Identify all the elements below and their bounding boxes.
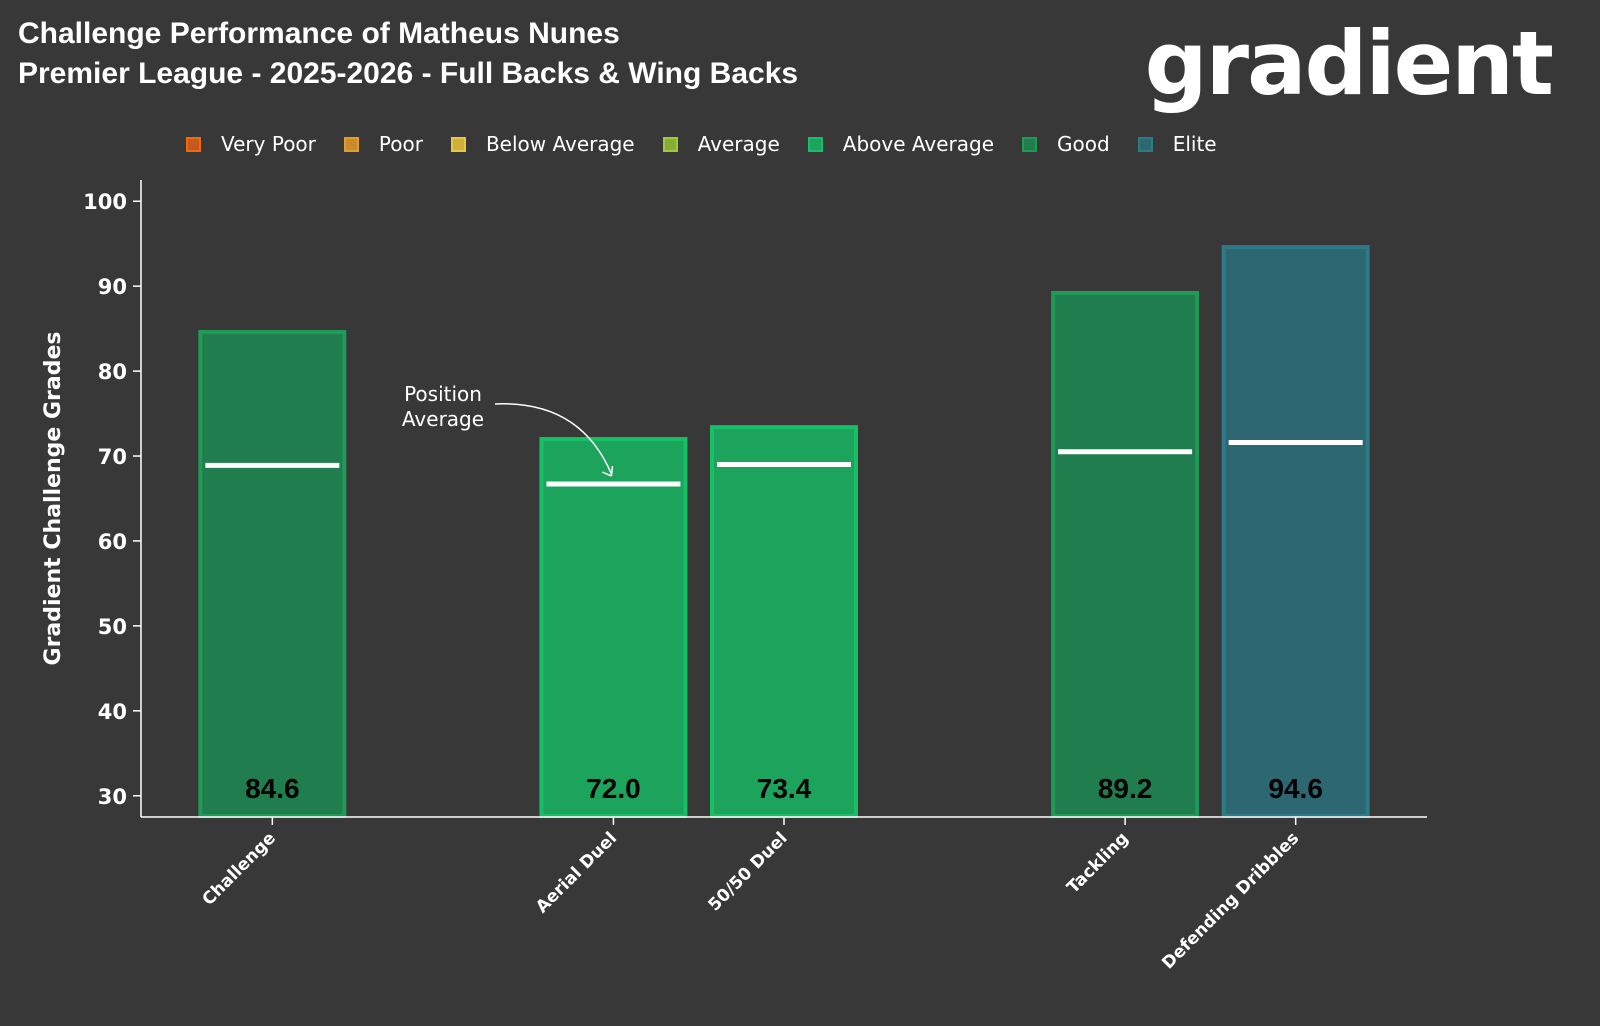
title-line-1: Challenge Performance of Matheus Nunes <box>18 17 620 50</box>
x-tick-label: Defending Dribbles <box>1158 828 1303 973</box>
bar-value-label: 84.6 <box>245 773 300 804</box>
legend-item: Elite <box>1137 132 1217 156</box>
legend-label: Elite <box>1172 132 1217 156</box>
legend-swatch <box>1137 136 1153 152</box>
x-tick-label: Aerial Duel <box>532 828 621 917</box>
bar <box>198 330 347 818</box>
legend-swatch <box>186 136 201 152</box>
legend-swatch <box>450 136 466 152</box>
y-tick-label: 40 <box>98 700 127 724</box>
legend-swatch <box>1022 136 1038 152</box>
x-tick-label: Challenge <box>199 828 280 909</box>
annotation-text: Position <box>404 382 482 406</box>
arrow-head-icon <box>602 465 614 477</box>
chart-title: Challenge Performance of Matheus Nunes P… <box>18 14 798 94</box>
legend: Very Poor Poor Below Average Average Above A… <box>186 132 1245 156</box>
title-line-2: Premier League - 2025-2026 - Full Backs … <box>18 57 799 90</box>
legend-label: Poor <box>378 132 423 156</box>
annotation-arrow <box>494 403 613 475</box>
legend-item: Below Average <box>450 132 635 156</box>
bar <box>539 437 688 818</box>
annotation-text: Average <box>402 407 484 431</box>
y-tick-label: 50 <box>98 615 127 639</box>
legend-label: Below Average <box>485 132 635 156</box>
legend-swatch <box>662 136 678 152</box>
gradient-logo: gradient <box>1144 12 1554 115</box>
legend-swatch <box>807 136 823 152</box>
legend-item: Very Poor <box>186 132 316 156</box>
bar <box>1221 245 1370 818</box>
legend-label: Above Average <box>842 132 995 156</box>
y-tick-label: 90 <box>98 275 127 299</box>
legend-item: Good <box>1022 132 1110 156</box>
y-tick-label: 80 <box>98 360 127 384</box>
bar-value-label: 89.2 <box>1098 773 1153 804</box>
legend-label: Very Poor <box>221 132 316 156</box>
x-tick-label: 50/50 Duel <box>705 828 792 915</box>
y-tick-label: 30 <box>98 785 127 809</box>
y-tick-label: 70 <box>98 445 127 469</box>
legend-label: Good <box>1057 132 1110 156</box>
y-axis-label: Gradient Challenge Grades <box>41 332 66 666</box>
bar-value-label: 72.0 <box>586 773 641 804</box>
legend-swatch <box>343 136 359 152</box>
legend-item: Average <box>662 132 780 156</box>
bar-value-label: 73.4 <box>757 773 812 804</box>
y-tick-label: 60 <box>98 530 127 554</box>
y-tick-label: 100 <box>83 190 127 214</box>
x-tick-label: Tackling <box>1063 828 1132 897</box>
legend-item: Above Average <box>807 132 995 156</box>
bar <box>710 425 858 818</box>
bar <box>1051 290 1200 819</box>
legend-label: Average <box>697 132 780 156</box>
legend-item: Poor <box>343 132 423 156</box>
bar-value-label: 94.6 <box>1268 773 1323 804</box>
